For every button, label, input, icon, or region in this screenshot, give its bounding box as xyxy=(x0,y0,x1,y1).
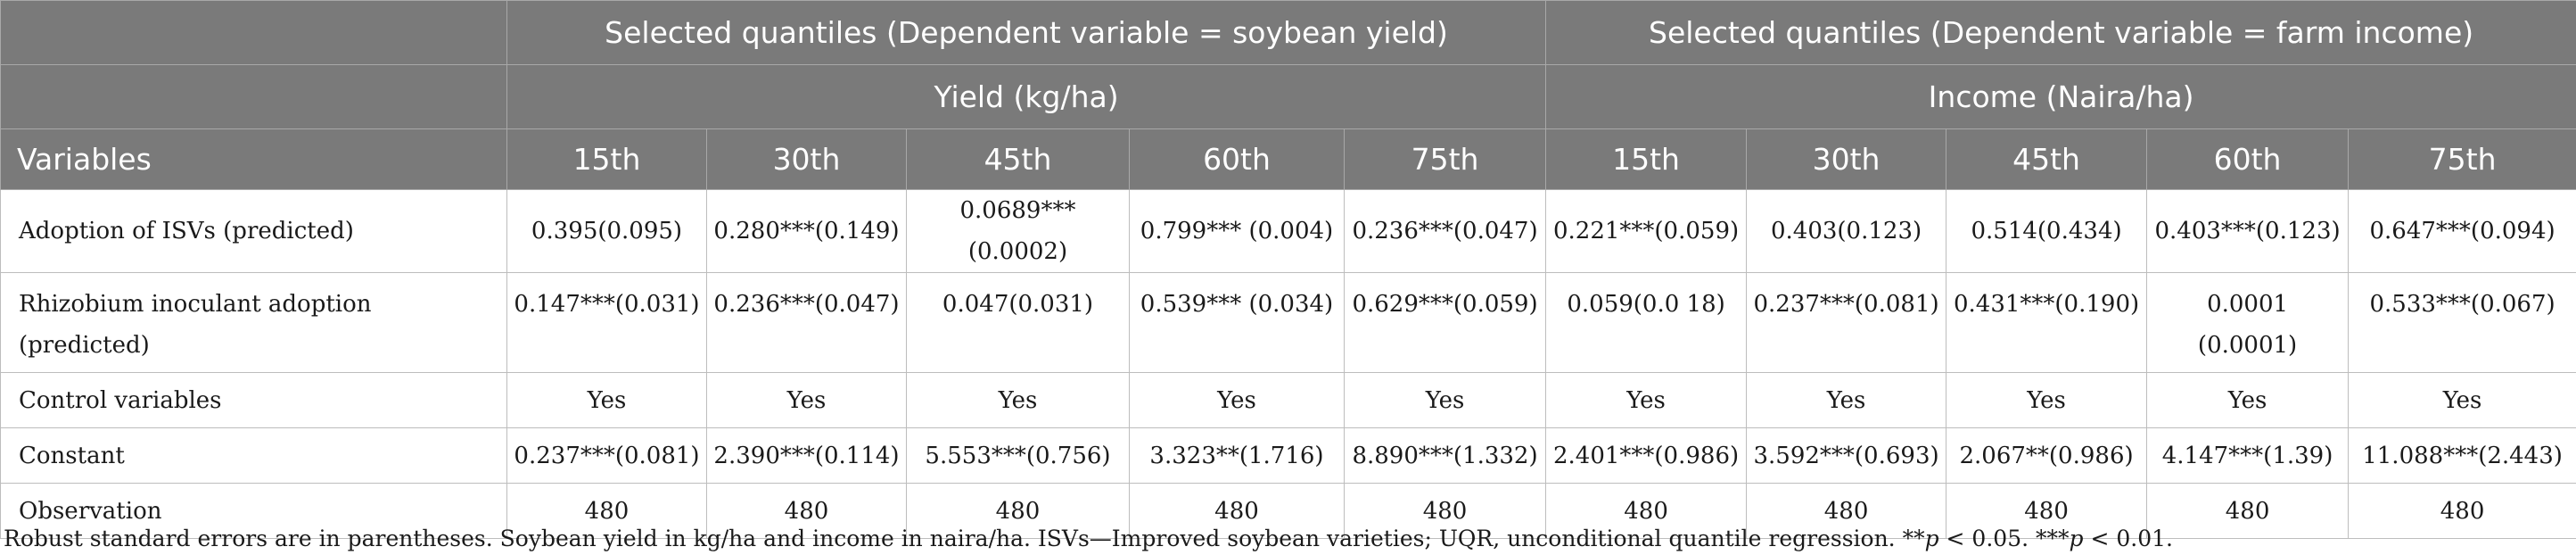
footnote-text: Robust standard errors are in parenthese… xyxy=(4,526,1925,551)
table-cell: 480 xyxy=(2146,483,2350,539)
table-cell: 480 xyxy=(1343,483,1547,539)
table-cell: 11.088***(2.443) xyxy=(2348,427,2576,484)
table-cell: Yes xyxy=(1946,372,2148,428)
table-cell: 3.323**(1.716) xyxy=(1129,427,1345,484)
table-cell: 0.395(0.095) xyxy=(506,189,707,273)
variables-header: Variables xyxy=(0,128,507,190)
table-cell: 0.403***(0.123) xyxy=(2146,189,2350,273)
table-cell: 480 xyxy=(2348,483,2576,539)
table-cell: 0.431***(0.190) xyxy=(1946,272,2148,373)
group-header-yield: Selected quantiles (Dependent variable =… xyxy=(506,0,1547,65)
quantile-header: 45th xyxy=(906,128,1130,190)
table-cell: 480 xyxy=(906,483,1130,539)
row-label: Constant xyxy=(0,427,507,484)
quantile-header: 15th xyxy=(506,128,707,190)
table-cell: 480 xyxy=(1746,483,1947,539)
footnote-p-symbol: p xyxy=(2069,526,2084,551)
table-cell: 0.147***(0.031) xyxy=(506,272,707,373)
quantile-header: 15th xyxy=(1545,128,1748,190)
table-cell: 0.0001 (0.0001) xyxy=(2146,272,2350,373)
sub-header-income: Income (Naira/ha) xyxy=(1545,64,2576,129)
table-row: Constant 0.237***(0.081) 2.390***(0.114)… xyxy=(0,427,2576,484)
quantile-header: 30th xyxy=(706,128,907,190)
table-cell: 480 xyxy=(1946,483,2148,539)
sub-header-yield: Yield (kg/ha) xyxy=(506,64,1547,129)
row-label: Rhizobium inoculant adoption (predicted) xyxy=(0,272,507,373)
table-cell: 2.067**(0.986) xyxy=(1946,427,2148,484)
quantile-regression-table: Selected quantiles (Dependent variable =… xyxy=(0,0,2576,539)
footnote-threshold: < 0.01. xyxy=(2083,526,2173,551)
table-cell: 0.629***(0.059) xyxy=(1343,272,1547,373)
table-cell: 3.592***(0.693) xyxy=(1746,427,1947,484)
table-cell: 0.539*** (0.034) xyxy=(1129,272,1345,373)
table-cell: 0.403(0.123) xyxy=(1746,189,1947,273)
footnote-threshold: < 0.05. *** xyxy=(1938,526,2070,551)
table-cell: Yes xyxy=(1343,372,1547,428)
table-cell: Yes xyxy=(906,372,1130,428)
table-row: Rhizobium inoculant adoption (predicted)… xyxy=(0,272,2576,373)
header-blank xyxy=(0,64,507,129)
table-cell: 4.147***(1.39) xyxy=(2146,427,2350,484)
table-cell: 0.237***(0.081) xyxy=(506,427,707,484)
quantile-header: 75th xyxy=(2348,128,2576,190)
table-cell: 5.553***(0.756) xyxy=(906,427,1130,484)
table-cell: Yes xyxy=(506,372,707,428)
footnote-p-symbol: p xyxy=(1924,526,1939,551)
quantile-header: 60th xyxy=(1129,128,1345,190)
table-row: Control variables Yes Yes Yes Yes Yes Ye… xyxy=(0,372,2576,428)
table-cell: Yes xyxy=(706,372,907,428)
table-cell: 480 xyxy=(506,483,707,539)
table-cell: Yes xyxy=(2146,372,2350,428)
table-cell: 0.237***(0.081) xyxy=(1746,272,1947,373)
table-cell: 0.0689***(0.0002) xyxy=(906,189,1130,273)
table-cell: 0.533***(0.067) xyxy=(2348,272,2576,373)
table-cell: 8.890***(1.332) xyxy=(1343,427,1547,484)
table-cell: 0.221***(0.059) xyxy=(1545,189,1748,273)
table-cell: 480 xyxy=(706,483,907,539)
table-cell: 2.390***(0.114) xyxy=(706,427,907,484)
quantile-header: 75th xyxy=(1343,128,1547,190)
table-cell: 0.647***(0.094) xyxy=(2348,189,2576,273)
table-cell: 2.401***(0.986) xyxy=(1545,427,1748,484)
results-table-container: Selected quantiles (Dependent variable =… xyxy=(0,0,2576,539)
table-cell: 480 xyxy=(1129,483,1345,539)
table-cell: Yes xyxy=(1746,372,1947,428)
table-cell: 0.514(0.434) xyxy=(1946,189,2148,273)
table-cell: 0.047(0.031) xyxy=(906,272,1130,373)
table-cell: Yes xyxy=(1129,372,1345,428)
table-footnote: Robust standard errors are in parenthese… xyxy=(4,526,2173,551)
row-label: Observation xyxy=(0,483,507,539)
row-label: Control variables xyxy=(0,372,507,428)
table-cell: 0.799*** (0.004) xyxy=(1129,189,1345,273)
quantile-header: 45th xyxy=(1946,128,2148,190)
table-cell: 0.236***(0.047) xyxy=(706,272,907,373)
table-cell: Yes xyxy=(2348,372,2576,428)
table-cell: 480 xyxy=(1545,483,1748,539)
table-cell: 0.280***(0.149) xyxy=(706,189,907,273)
group-header-income: Selected quantiles (Dependent variable =… xyxy=(1545,0,2576,65)
header-blank xyxy=(0,0,507,65)
table-cell: 0.236***(0.047) xyxy=(1343,189,1547,273)
quantile-header: 60th xyxy=(2146,128,2350,190)
row-label: Adoption of ISVs (predicted) xyxy=(0,189,507,273)
table-cell: Yes xyxy=(1545,372,1748,428)
quantile-header: 30th xyxy=(1746,128,1947,190)
table-row: Adoption of ISVs (predicted) 0.395(0.095… xyxy=(0,189,2576,273)
table-cell: 0.059(0.0 18) xyxy=(1545,272,1748,373)
table-row: Observation 480 480 480 480 480 480 480 … xyxy=(0,483,2576,539)
